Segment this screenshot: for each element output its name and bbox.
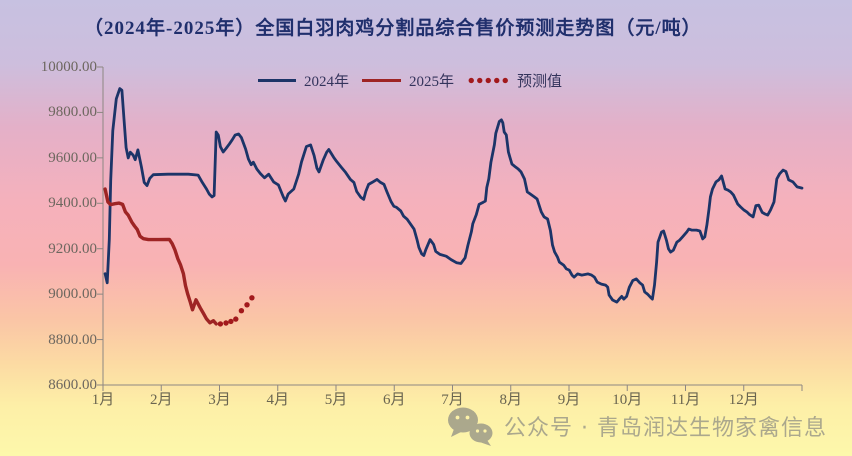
forecast-dot (228, 318, 234, 325)
forecast-dot (244, 302, 250, 308)
x-axis-label: 11月 (670, 392, 701, 408)
y-axis-label: 9600.00 (48, 149, 97, 166)
x-axis-label: 3月 (208, 392, 231, 408)
legend-2024-line-swatch (258, 79, 296, 82)
forecast-dot (217, 321, 224, 327)
legend-2025-line-swatch (362, 78, 402, 83)
watermark: 公众号 · 青岛润达生物家禽信息 (446, 406, 827, 446)
chart-legend: 2024年 2025年 预测值 (258, 71, 562, 90)
x-axis-label: 12月 (728, 392, 759, 408)
y-axis-label: 9200.00 (48, 240, 97, 257)
x-axis-label: 2月 (149, 392, 173, 408)
x-axis-label: 5月 (324, 392, 348, 408)
forecast-dot (223, 320, 229, 326)
x-axis-label: 1月 (91, 392, 115, 408)
y-axis-label: 10000.00 (40, 59, 97, 75)
series-2024-line (103, 87, 804, 304)
x-axis-label: 6月 (382, 392, 406, 408)
legend-forecast-dots-swatch (467, 77, 510, 84)
y-axis-label: 8600.00 (48, 377, 97, 393)
series-2025-line (103, 187, 218, 326)
axes (102, 67, 802, 386)
forecast-dot (249, 295, 255, 301)
chart-title: （2024年-2025年）全国白羽肉鸡分割品综合售价预测走势图（元/吨） (84, 18, 702, 39)
y-axis-label: 9000.00 (48, 286, 97, 303)
forecast-dot (233, 316, 239, 322)
y-axis-label: 9800.00 (48, 104, 97, 121)
x-axis-label: 9月 (557, 392, 581, 408)
y-axis-label: 9400.00 (48, 195, 97, 212)
x-axis-label: 4月 (266, 392, 289, 408)
watermark-text: 公众号 · 青岛润达生物家禽信息 (504, 416, 827, 441)
legend-2025-label: 2025年 (409, 74, 455, 90)
legend-forecast-label: 预测值 (517, 74, 563, 90)
y-axis-label: 8800.00 (48, 331, 97, 348)
x-axis-label: 8月 (499, 392, 522, 408)
forecast-dot (238, 308, 245, 314)
wechat-icon (448, 407, 493, 446)
x-axis-label: 10月 (612, 392, 643, 408)
legend-2024-label: 2024年 (304, 74, 350, 90)
x-axis-label: 7月 (441, 392, 464, 408)
